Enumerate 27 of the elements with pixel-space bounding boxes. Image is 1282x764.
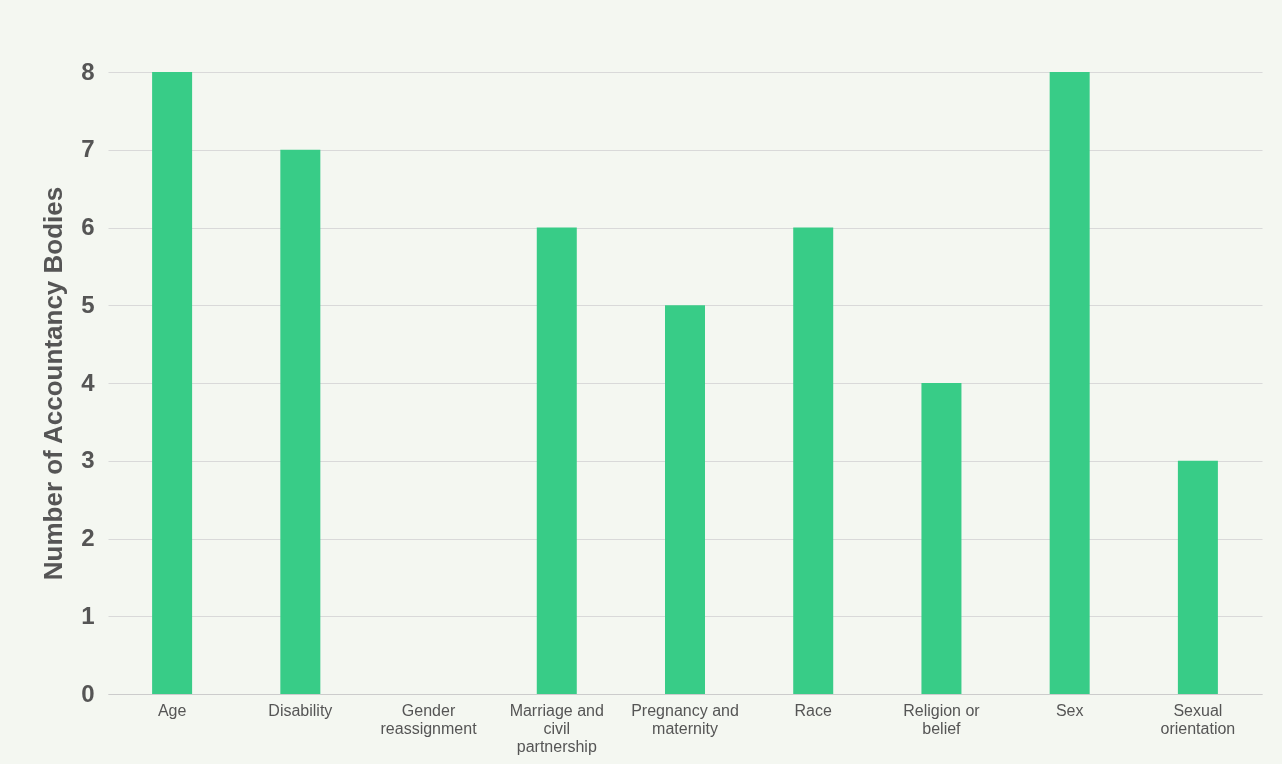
bar bbox=[921, 383, 962, 694]
y-tick-label: 0 bbox=[81, 679, 95, 707]
x-tick-label: Pregnancy and maternity bbox=[631, 701, 739, 737]
x-tick-label: Religion or belief bbox=[903, 701, 981, 737]
y-tick-label: 6 bbox=[81, 213, 95, 240]
x-tick-label: Marriage and civil partnership bbox=[509, 701, 604, 755]
y-tick-label: 5 bbox=[81, 290, 95, 318]
bar bbox=[280, 149, 321, 694]
y-axis-title: Number of Accountancy Bodies bbox=[38, 186, 69, 581]
y-tick-label: 3 bbox=[81, 446, 95, 474]
y-tick-label: 7 bbox=[81, 135, 95, 163]
x-tick-label: Age bbox=[157, 701, 187, 719]
y-tick-label: 1 bbox=[81, 601, 95, 629]
x-tick-label: Sexual orientation bbox=[1160, 701, 1236, 737]
bar bbox=[152, 72, 193, 694]
bar bbox=[536, 227, 577, 694]
x-tick-label: Gender reassignment bbox=[380, 701, 478, 737]
x-tick-label: Sex bbox=[1055, 701, 1084, 719]
x-tick-label: Race bbox=[794, 701, 832, 719]
bar bbox=[1177, 460, 1218, 694]
y-tick-label: 8 bbox=[81, 57, 95, 85]
x-tick-label: Disability bbox=[268, 701, 333, 719]
bar bbox=[665, 305, 705, 694]
bar bbox=[793, 227, 834, 694]
bar bbox=[1049, 72, 1090, 694]
y-tick-label: 4 bbox=[81, 368, 96, 396]
y-tick-label: 2 bbox=[81, 524, 95, 551]
